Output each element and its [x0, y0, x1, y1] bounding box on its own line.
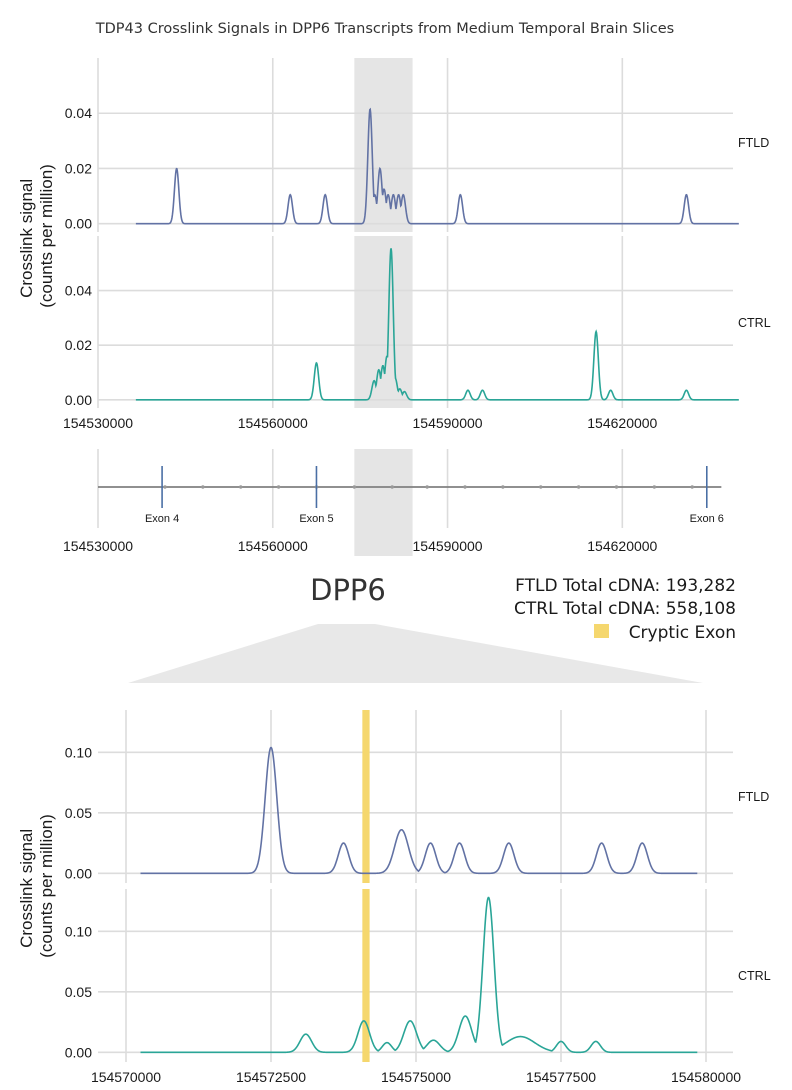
strand-marker: [390, 485, 394, 489]
y-tick-label: 0.02: [65, 160, 92, 176]
exon-label: Exon 6: [690, 513, 724, 525]
strand-marker: [539, 485, 543, 489]
data-series: [135, 107, 739, 1062]
series-line-ftld: [135, 107, 739, 225]
cryptic-exon-legend-swatch: [594, 624, 609, 638]
y-tick-label: 0.00: [65, 1044, 92, 1060]
exon-label: Exon 5: [299, 513, 333, 525]
y-tick-label: 0.02: [65, 337, 92, 353]
strand-marker: [463, 485, 467, 489]
y-axis-label-bottom: Crosslink signal (counts per million): [17, 814, 56, 958]
facet-strip-label: CTRL: [738, 316, 771, 330]
gene-name: DPP6: [310, 573, 386, 607]
strand-marker: [576, 485, 581, 489]
y-tick-label: 0.05: [65, 984, 92, 1000]
x-tick-label: 154620000: [587, 538, 657, 554]
gridlines: [97, 58, 733, 1062]
series-line-ctrl: [140, 896, 698, 1054]
strand-marker: [425, 485, 429, 489]
x-tick-label: 154560000: [238, 538, 308, 554]
exon-label: Exon 4: [145, 513, 179, 525]
ctrl-total-cdna: CTRL Total cDNA: 558,108: [514, 599, 736, 619]
x-tick-label: 154575000: [381, 1069, 451, 1085]
axis-labels: 0.00 0.02 0.04 FTLD 0.00 0.02 0.04 CTRL 15453000…: [63, 105, 771, 1085]
strand-marker: [276, 485, 281, 489]
y-tick-label: 0.04: [65, 283, 92, 299]
gene-track: [98, 466, 722, 508]
facet-strip-label: FTLD: [738, 790, 769, 804]
y-axis-label-top: Crosslink signal (counts per million): [17, 164, 56, 308]
highlight-region: [354, 449, 413, 556]
y-tick-label: 0.00: [65, 392, 92, 408]
chart-title: TDP43 Crosslink Signals in DPP6 Transcri…: [95, 21, 674, 37]
y-tick-label: 0.10: [65, 744, 92, 760]
series-line-ctrl: [135, 248, 739, 401]
ftld-total-cdna: FTLD Total cDNA: 193,282: [515, 576, 736, 596]
x-tick-label: 154590000: [413, 538, 483, 554]
strand-marker: [163, 485, 167, 489]
facet-strip-label: FTLD: [738, 136, 769, 150]
highlight-region: [354, 236, 413, 408]
y-tick-label: 0.10: [65, 923, 92, 939]
x-tick-label: 154572500: [236, 1069, 306, 1085]
highlight-region: [354, 58, 413, 232]
cryptic-exon-band: [362, 710, 370, 883]
x-tick-label: 154577500: [526, 1069, 596, 1085]
x-tick-label: 154530000: [63, 538, 133, 554]
x-tick-label: 154620000: [587, 415, 657, 431]
strand-marker: [652, 485, 657, 489]
x-tick-label: 154570000: [91, 1069, 161, 1085]
strand-marker: [501, 485, 505, 489]
x-tick-label: 154530000: [63, 415, 133, 431]
zoom-callout: [128, 624, 703, 683]
y-tick-label: 0.05: [65, 805, 92, 821]
strand-marker: [690, 485, 694, 489]
y-tick-label: 0.04: [65, 105, 92, 121]
strand-marker: [239, 485, 243, 489]
strand-marker: [352, 485, 357, 489]
strand-marker: [201, 485, 205, 489]
strand-marker: [614, 485, 619, 489]
facet-strip-label: CTRL: [738, 969, 771, 983]
x-tick-label: 154560000: [238, 415, 308, 431]
cryptic-exon-band: [362, 889, 370, 1062]
cryptic-exon-legend-label: Cryptic Exon: [629, 623, 736, 643]
x-tick-label: 154590000: [413, 415, 483, 431]
series-line-ftld: [140, 746, 698, 875]
x-tick-label: 154580000: [671, 1069, 741, 1085]
backgrounds: [128, 58, 703, 683]
y-tick-label: 0.00: [65, 865, 92, 881]
y-tick-label: 0.00: [65, 216, 92, 232]
